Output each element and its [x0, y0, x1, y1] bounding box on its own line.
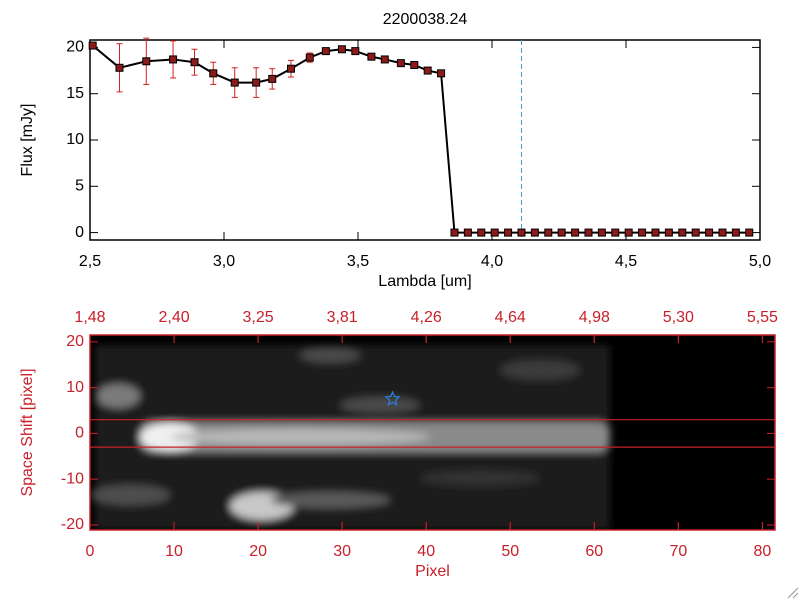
marker	[423, 66, 432, 75]
marker	[517, 228, 526, 237]
top-x-tick-label: 3,25	[243, 309, 274, 326]
x-tick-label: 50	[501, 543, 519, 560]
y-tick-label: 10	[66, 131, 84, 148]
marker	[367, 52, 376, 61]
y-tick-label: 0	[75, 425, 84, 442]
x-axis-label: Pixel	[415, 563, 450, 580]
y-tick-label: 10	[66, 379, 84, 396]
marker	[410, 61, 419, 69]
marker	[678, 228, 687, 237]
marker	[638, 228, 647, 237]
marker	[705, 228, 714, 237]
x-tick-label: 60	[585, 543, 603, 560]
y-tick-label: -10	[61, 470, 84, 487]
marker	[437, 69, 446, 78]
resize-grip	[787, 587, 799, 599]
marker	[380, 55, 389, 64]
marker	[88, 41, 97, 50]
marker	[190, 58, 199, 67]
marker	[624, 228, 633, 237]
marker	[530, 228, 539, 237]
marker	[584, 228, 593, 237]
y-tick-label: 15	[66, 85, 84, 102]
x-tick-label: 2,5	[79, 253, 101, 270]
x-tick-label: 4,0	[481, 253, 503, 270]
marker	[691, 228, 700, 237]
marker	[651, 228, 660, 237]
chart-title: 2200038.24	[383, 11, 468, 28]
marker	[396, 59, 405, 68]
marker	[718, 228, 727, 237]
y-tick-label: -20	[61, 516, 84, 533]
marker	[557, 228, 566, 237]
x-axis-label: Lambda [um]	[378, 273, 471, 290]
marker	[597, 228, 606, 237]
marker	[477, 228, 486, 237]
marker	[450, 228, 459, 237]
marker	[321, 47, 330, 56]
x-tick-label: 0	[86, 543, 95, 560]
x-tick-label: 4,5	[615, 253, 637, 270]
y-axis-label: Flux [mJy]	[19, 104, 36, 177]
top-x-tick-label: 1,48	[74, 309, 105, 326]
marker	[115, 63, 124, 72]
source-star	[384, 390, 401, 406]
top-x-tick-label: 3,81	[327, 309, 358, 326]
marker	[745, 228, 754, 237]
marker	[463, 228, 472, 237]
top-x-tick-label: 5,55	[747, 309, 778, 326]
marker	[142, 57, 151, 66]
marker	[169, 55, 178, 64]
marker	[351, 47, 360, 56]
marker	[268, 74, 277, 83]
top-x-tick-label: 4,98	[579, 309, 610, 326]
x-tick-label: 40	[417, 543, 435, 560]
x-tick-label: 5,0	[749, 253, 771, 270]
x-tick-label: 3,5	[347, 253, 369, 270]
x-tick-label: 3,0	[213, 253, 235, 270]
spectrum-image	[90, 335, 775, 530]
flux-line	[92, 44, 750, 234]
marker	[337, 45, 346, 54]
x-tick-label: 70	[669, 543, 687, 560]
x-tick-label: 30	[333, 543, 351, 560]
y-tick-label: 20	[66, 39, 84, 56]
marker	[230, 78, 239, 87]
top-x-tick-label: 4,26	[411, 309, 442, 326]
top-x-tick-label: 5,30	[663, 309, 694, 326]
plot-frame	[89, 334, 776, 531]
marker	[252, 78, 261, 87]
marker	[731, 228, 740, 237]
y-tick-label: 5	[75, 178, 84, 195]
x-tick-label: 80	[753, 543, 771, 560]
marker	[209, 69, 218, 78]
marker	[504, 228, 513, 237]
y-axis-label: Space Shift [pixel]	[19, 368, 36, 496]
top-x-tick-label: 2,40	[158, 309, 189, 326]
marker	[305, 53, 314, 62]
marker	[544, 228, 553, 237]
marker	[664, 228, 673, 237]
x-tick-label: 10	[165, 543, 183, 560]
marker	[611, 228, 620, 237]
marker	[571, 228, 580, 237]
marker	[287, 64, 295, 73]
top-x-tick-label: 4,64	[495, 309, 526, 326]
marker	[490, 228, 499, 237]
y-tick-label: 20	[66, 333, 84, 350]
y-tick-label: 0	[75, 224, 84, 241]
x-tick-label: 20	[249, 543, 267, 560]
